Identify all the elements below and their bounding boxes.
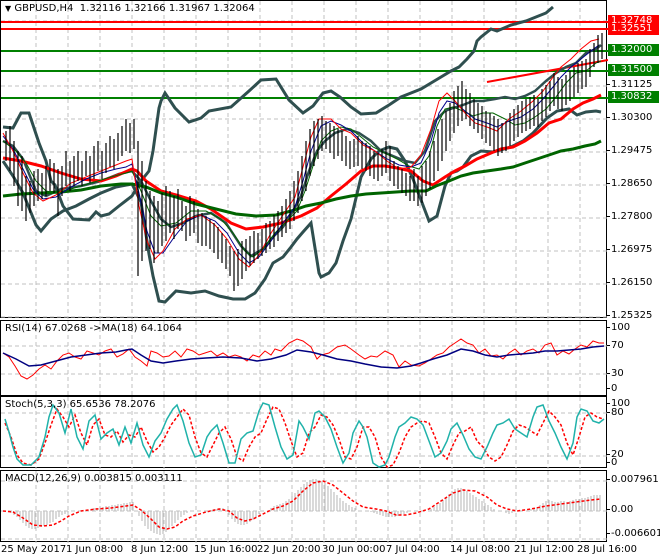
macd-tick: 0.007961 [607, 474, 659, 485]
price-tick: 1.30300 [606, 112, 653, 123]
macd-pane[interactable]: MACD(12,26,9) 0.003815 0.003111 [0, 470, 608, 543]
time-label: 25 May 2017 [1, 544, 67, 555]
price-tick: 1.26975 [606, 244, 653, 255]
time-label: 21 Jul 12:00 [514, 544, 574, 555]
macd-axis: 0.007961 0.00 -0.006601 [606, 470, 660, 542]
rsi-tick: 30 [607, 368, 624, 379]
stoch-tick: 80 [607, 407, 624, 418]
macd-tick: 0.00 [606, 504, 634, 515]
time-label: 7 Jul 04:00 [386, 544, 440, 555]
stoch-title: Stoch(5,3,3) 65.6536 78.2076 [5, 399, 156, 410]
time-label: 8 Jun 12:00 [131, 544, 189, 555]
rsi-tick: 100 [606, 322, 631, 333]
rsi-canvas [1, 321, 608, 397]
stoch-axis: 100 80 20 0 [606, 396, 660, 468]
level-tag: 1.31500 [608, 64, 659, 76]
macd-canvas [1, 471, 608, 543]
level-tag: 1.30832 [608, 91, 659, 103]
chart-title: ▼ GBPUSD,H4 1.32116 1.32166 1.31967 1.32… [5, 3, 255, 14]
price-axis: 1.32748 1.32551 1.32000 1.31500 1.31125 … [606, 0, 660, 321]
rsi-tick: 70 [607, 340, 624, 351]
time-label: 28 Jul 16:00 [577, 544, 637, 555]
macd-title: MACD(12,26,9) 0.003815 0.003111 [5, 473, 183, 484]
time-label: 1 Jun 08:00 [66, 544, 124, 555]
price-tick: 1.25325 [606, 310, 653, 321]
stoch-tick: 100 [606, 398, 631, 409]
rsi-pane[interactable]: RSI(14) 67.0268 ->MA(18) 64.1064 [0, 320, 608, 397]
ohlc-values: 1.32116 1.32166 1.31967 1.32064 [79, 3, 255, 14]
rsi-title: RSI(14) 67.0268 ->MA(18) 64.1064 [5, 323, 182, 334]
stoch-tick: 20 [607, 449, 624, 460]
time-label: 15 Jun 16:00 [194, 544, 258, 555]
stoch-tick: 0 [606, 457, 618, 468]
price-tick: 1.29475 [606, 145, 653, 156]
time-label: 22 Jun 20:00 [257, 544, 321, 555]
time-label: 30 Jun 00:00 [322, 544, 386, 555]
price-chart-pane[interactable]: ▼ GBPUSD,H4 1.32116 1.32166 1.31967 1.32… [0, 0, 608, 319]
rsi-axis: 100 70 30 0 [606, 320, 660, 396]
level-tag: 1.32000 [608, 44, 659, 56]
stochastic-pane[interactable]: Stoch(5,3,3) 65.6536 78.2076 [0, 396, 608, 469]
rsi-tick: 0 [606, 383, 618, 394]
macd-tick: -0.006601 [606, 528, 660, 539]
price-tick: 1.26150 [606, 277, 653, 288]
level-tag: 1.32551 [608, 23, 659, 35]
symbol-label: GBPUSD,H4 [14, 3, 74, 14]
price-tick: 1.27800 [606, 211, 653, 222]
stoch-canvas [1, 397, 608, 469]
price-tick: 1.28650 [606, 178, 653, 189]
triangle-down-icon[interactable]: ▼ [5, 4, 12, 13]
price-tick: 1.31125 [606, 79, 653, 90]
price-chart-canvas [1, 1, 608, 319]
time-label: 14 Jul 08:00 [450, 544, 510, 555]
